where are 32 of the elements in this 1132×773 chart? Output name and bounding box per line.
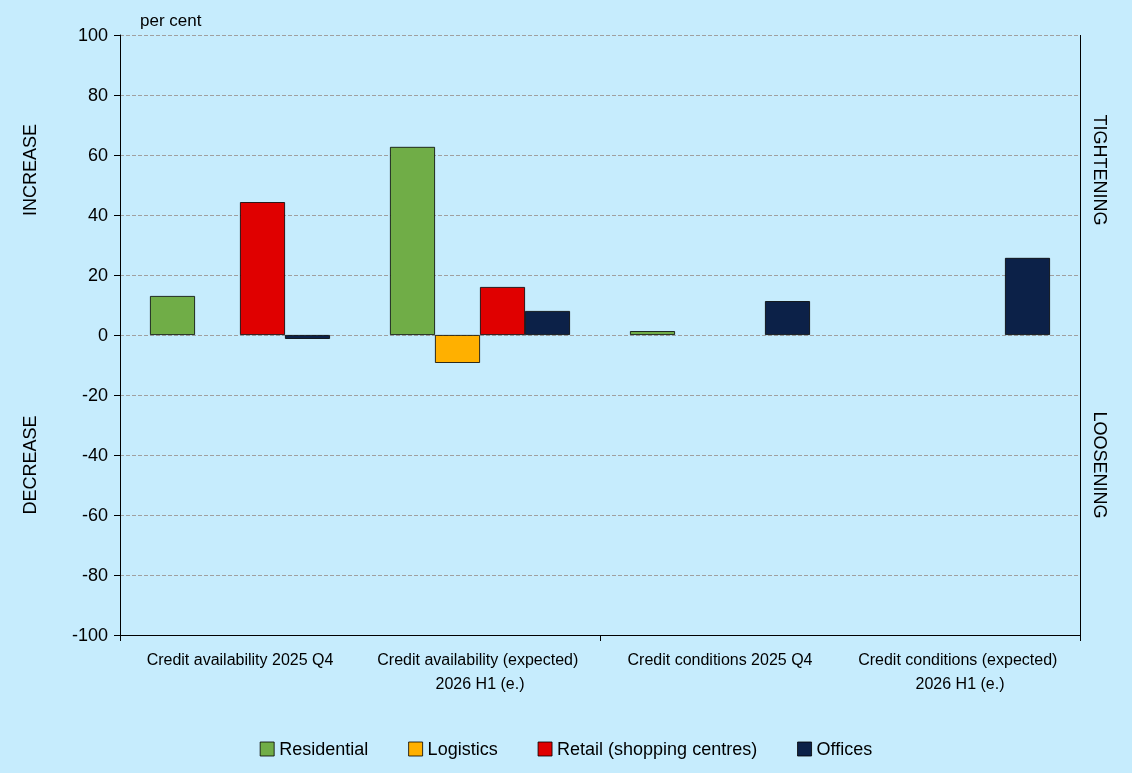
bar: [630, 331, 675, 335]
y-tick-label: 40: [87, 205, 108, 225]
y-tick-label: 0: [97, 325, 108, 345]
y-tick-label: -20: [81, 385, 108, 405]
legend-label: Retail (shopping centres): [557, 739, 758, 759]
legend-label: Residential: [279, 739, 369, 759]
bar: [285, 335, 330, 339]
bar: [150, 296, 195, 335]
y-tick-label: 60: [87, 145, 108, 165]
bar: [240, 202, 285, 335]
y-tick-label: 20: [87, 265, 108, 285]
x-tick-label: Credit conditions 2025 Q4: [627, 650, 813, 668]
y-tick-label: -100: [71, 625, 108, 645]
bar: [435, 335, 480, 363]
y-tick-label: 80: [87, 85, 108, 105]
text: DECREASE: [20, 415, 40, 515]
x-tick-label: Credit conditions (expected) 2026 H1 (e.): [858, 650, 1062, 692]
y-tick-label: 100: [77, 25, 108, 45]
text: INCREASE: [20, 123, 40, 217]
bar: [390, 146, 435, 335]
y-tick-label: -40: [81, 445, 108, 465]
legend-label: Offices: [816, 739, 873, 759]
y-tick-label: -80: [81, 565, 108, 585]
x-tick-label: Credit availability (expected) 2026 H1 (e.): [377, 650, 583, 692]
bar: [765, 301, 810, 335]
text: TIGHTENING: [1090, 114, 1110, 226]
text: LOOSENING: [1090, 411, 1110, 519]
x-tick-label: Credit availability 2025 Q4: [146, 650, 334, 668]
y-axis-title: per cent: [140, 11, 202, 30]
bar: [1005, 257, 1050, 335]
y-tick-label: -60: [81, 505, 108, 525]
legend-label: Logistics: [427, 739, 498, 759]
